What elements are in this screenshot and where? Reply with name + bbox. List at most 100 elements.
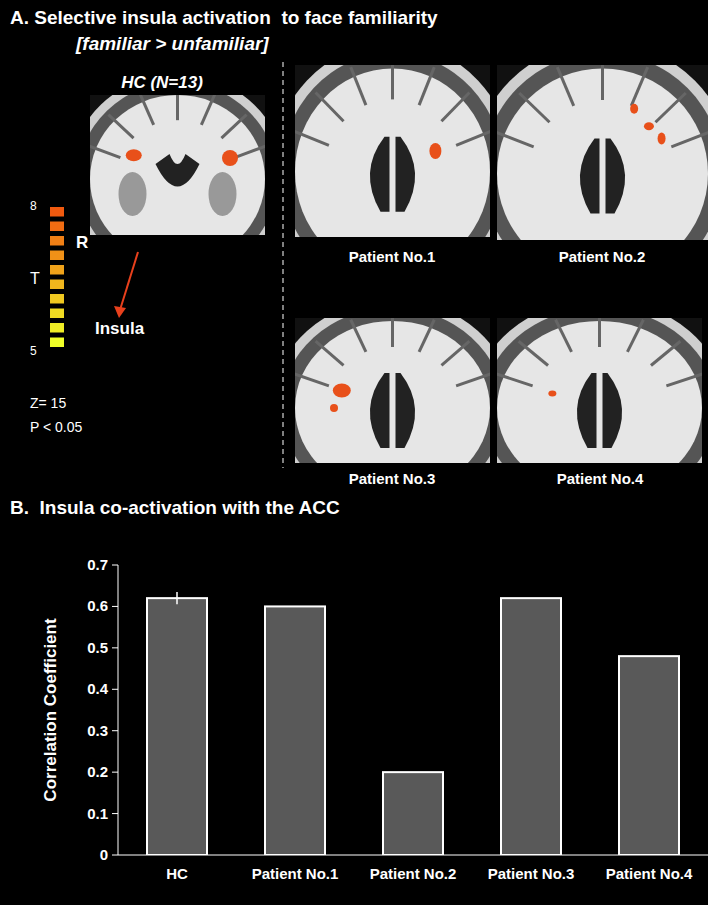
sulcus	[176, 95, 179, 120]
y-tick-label: 0.3	[87, 722, 108, 739]
skull	[497, 318, 702, 463]
activation	[330, 404, 338, 412]
ventricle	[396, 373, 416, 448]
sulcus	[655, 93, 685, 122]
patient-image	[497, 318, 702, 463]
panel-subtitle: [familiar > unfamiliar]	[75, 33, 269, 54]
hc-image	[90, 95, 265, 235]
activation	[658, 133, 666, 145]
colorbar-cell	[50, 251, 64, 261]
y-tick	[112, 730, 118, 731]
sulcus	[391, 65, 394, 99]
region-label: Insula	[95, 319, 145, 338]
colorbar-cell	[50, 207, 64, 217]
patient-image	[295, 318, 490, 463]
bars	[147, 592, 679, 855]
skull	[295, 65, 490, 237]
sulcus	[295, 131, 329, 146]
sulcus	[497, 132, 534, 147]
colorbar-cell	[50, 280, 64, 290]
sulcus	[221, 115, 246, 138]
activation	[222, 150, 238, 166]
divider	[282, 62, 284, 468]
y-tick	[112, 647, 118, 648]
ventricle	[603, 373, 623, 448]
colorbar-label: T	[30, 270, 40, 287]
activation	[644, 122, 654, 130]
sulcus	[391, 318, 394, 347]
sulcus	[316, 341, 344, 365]
arrow-head	[114, 306, 126, 318]
colorbar-range	[48, 205, 49, 350]
skull	[90, 95, 265, 235]
y-tick-label: 0.5	[87, 639, 108, 656]
sulcus	[666, 373, 702, 386]
sulcus	[90, 146, 120, 158]
patient-image	[295, 65, 490, 237]
bar	[619, 656, 679, 855]
sulcus	[108, 115, 133, 138]
patient-label: Patient No.1	[349, 248, 436, 265]
sulcus	[201, 95, 215, 125]
sulcus	[557, 67, 573, 106]
threshold-label: P < 0.05	[30, 419, 83, 435]
ventricle	[580, 139, 600, 214]
y-axis	[118, 565, 119, 855]
colorbar-cell	[50, 265, 64, 275]
sulcus	[519, 93, 549, 122]
sulcus	[441, 93, 469, 122]
ventricle	[396, 137, 416, 212]
figure: A. Selective insula activation to face f…	[0, 0, 708, 905]
colorbar-cell	[50, 222, 64, 232]
sulcus	[441, 341, 469, 365]
slice-label: Z= 15	[30, 395, 66, 411]
ventricle	[606, 139, 626, 214]
y-tick	[112, 606, 118, 607]
skull	[295, 318, 490, 463]
patient-label: Patient No.3	[349, 470, 436, 487]
bar	[265, 606, 325, 855]
ventricle	[577, 373, 597, 448]
sulcus	[598, 318, 601, 347]
sulcus	[671, 132, 708, 147]
sulcus	[601, 65, 604, 100]
x-tick-label: Patient No.3	[488, 865, 575, 882]
colorbar-cell	[50, 309, 64, 319]
x-tick-label: HC	[166, 865, 188, 882]
sulcus	[456, 373, 490, 386]
hc-label: HC (N=13)	[121, 73, 203, 92]
y-tick-label: 0.6	[87, 597, 108, 614]
sulcus	[351, 67, 366, 105]
chart-title: B. Insula co-activation with the ACC	[10, 497, 340, 518]
y-tick-label: 0.4	[87, 680, 109, 697]
y-tick-label: 0.2	[87, 763, 108, 780]
cortex	[90, 95, 265, 235]
sulcus	[497, 373, 533, 386]
sulcus	[351, 320, 366, 352]
basal-ganglia	[209, 172, 237, 216]
patient-label: Patient No.4	[557, 470, 644, 487]
y-tick	[112, 855, 118, 856]
panel-title: A. Selective insula activation to face f…	[10, 7, 438, 28]
cortex	[295, 318, 490, 463]
activation	[429, 143, 441, 159]
skull	[497, 65, 708, 240]
page: {"panel_a": {"title": "A. Selective insu…	[0, 0, 708, 905]
sulcus	[519, 341, 548, 365]
basal-ganglia	[119, 172, 147, 216]
sulcus	[627, 320, 643, 352]
orientation-label: R	[76, 233, 88, 252]
arrow	[120, 252, 138, 310]
x-tick-label: Patient No.2	[370, 865, 457, 882]
x-tick-label: Patient No.1	[252, 865, 339, 882]
colorbar-cell	[50, 338, 64, 348]
patient-image	[497, 65, 708, 240]
colorbar-tick: 8	[30, 199, 37, 213]
patient-label: Patient No.2	[559, 248, 646, 265]
sulcus	[316, 93, 344, 122]
error-bar	[176, 592, 178, 604]
y-tick-label: 0.7	[87, 556, 108, 573]
bar	[501, 598, 561, 855]
sulcus	[235, 146, 265, 158]
y-tick	[112, 772, 118, 773]
